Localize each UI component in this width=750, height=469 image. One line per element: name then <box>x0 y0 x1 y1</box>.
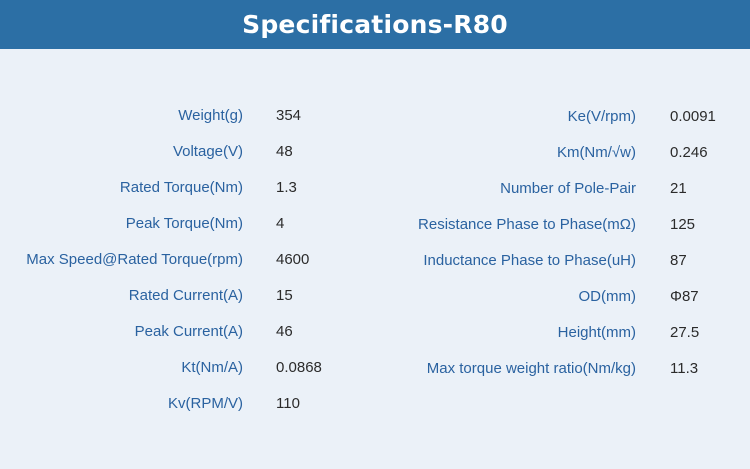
spec-value: Φ87 <box>670 288 699 305</box>
spec-row-kv: Kv(RPM/V) 110 <box>0 394 400 414</box>
spec-row-torque-weight-ratio: Max torque weight ratio(Nm/kg) 11.3 <box>0 359 750 379</box>
spec-row-max-speed: Max Speed@Rated Torque(rpm) 4600 <box>0 250 400 270</box>
spec-value: 0.246 <box>670 144 708 161</box>
spec-label: Max Speed@Rated Torque(rpm) <box>26 251 243 268</box>
spec-label: Km(Nm/√w) <box>556 144 636 161</box>
spec-row-pole-pair: Number of Pole-Pair 21 <box>0 179 750 199</box>
header-bar: Specifications-R80 <box>0 0 750 49</box>
spec-row-ke: Ke(V/rpm) 0.0091 <box>0 107 750 127</box>
spec-row-rated-current: Rated Current(A) 15 <box>0 286 400 306</box>
spec-value: 27.5 <box>670 324 700 341</box>
spec-row-voltage: Voltage(V) 48 <box>0 142 400 162</box>
spec-label: Inductance Phase to Phase(uH) <box>423 252 636 269</box>
spec-value: 110 <box>276 395 300 412</box>
spec-row-peak-current: Peak Current(A) 46 <box>0 322 400 342</box>
spec-row-inductance: Inductance Phase to Phase(uH) 87 <box>0 251 750 271</box>
spec-value: 4600 <box>276 251 310 268</box>
spec-label: Height(mm) <box>557 324 636 341</box>
spec-value: 48 <box>276 143 293 160</box>
spec-value: 87 <box>670 252 687 269</box>
spec-label: Weight(g) <box>178 107 243 124</box>
spec-value: 21 <box>670 180 687 197</box>
spec-value: 11.3 <box>670 360 699 377</box>
page-title: Specifications-R80 <box>242 10 508 39</box>
spec-label: Peak Torque(Nm) <box>125 215 243 232</box>
spec-label: Number of Pole-Pair <box>500 180 636 197</box>
spec-value: 15 <box>276 287 293 304</box>
spec-value: 46 <box>276 323 293 340</box>
spec-value: 1.3 <box>276 179 297 196</box>
spec-value: 125 <box>670 216 696 233</box>
spec-value: 354 <box>276 107 302 124</box>
spec-row-km: Km(Nm/√w) 0.246 <box>0 143 750 163</box>
spec-row-kt: Kt(Nm/A) 0.0868 <box>0 358 400 378</box>
spec-label: Resistance Phase to Phase(mΩ) <box>418 216 636 233</box>
spec-row-weight: Weight(g) 354 <box>0 106 400 126</box>
spec-label: Peak Current(A) <box>134 323 243 340</box>
spec-label: Rated Torque(Nm) <box>119 179 243 196</box>
spec-label: Voltage(V) <box>172 143 243 160</box>
spec-row-height: Height(mm) 27.5 <box>0 323 750 343</box>
spec-row-rated-torque: Rated Torque(Nm) 1.3 <box>0 178 400 198</box>
spec-label: Rated Current(A) <box>128 287 243 304</box>
spec-row-od: OD(mm) Φ87 <box>0 287 750 307</box>
spec-label: Kv(RPM/V) <box>168 395 243 412</box>
spec-label: Kt(Nm/A) <box>181 359 243 376</box>
spec-value: 0.0091 <box>670 108 716 125</box>
spec-value: 0.0868 <box>276 359 322 376</box>
spec-row-resistance: Resistance Phase to Phase(mΩ) 125 <box>0 215 750 235</box>
spec-row-peak-torque: Peak Torque(Nm) 4 <box>0 214 400 234</box>
spec-value: 4 <box>276 215 285 232</box>
spec-label: Ke(V/rpm) <box>567 108 636 125</box>
spec-label: Max torque weight ratio(Nm/kg) <box>426 360 636 377</box>
spec-label: OD(mm) <box>578 288 636 305</box>
